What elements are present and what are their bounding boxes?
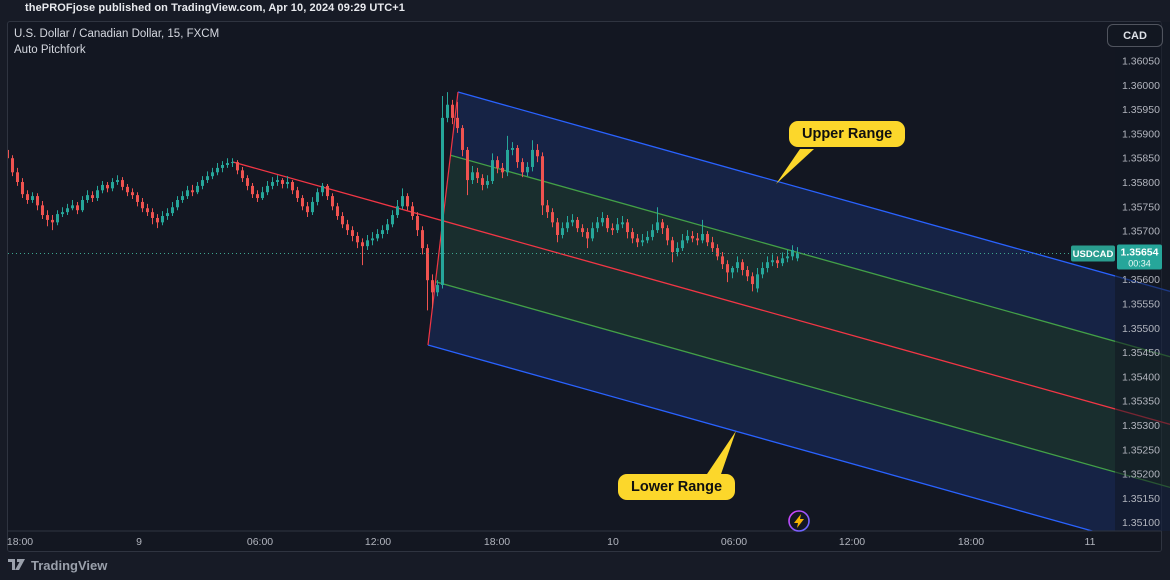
currency-toggle-button[interactable]: CAD — [1107, 24, 1163, 47]
time-tick-label: 06:00 — [247, 536, 273, 548]
time-tick-label: 9 — [136, 536, 142, 548]
countdown-text: 00:34 — [1128, 258, 1151, 268]
time-tick-label: 12:00 — [839, 536, 865, 548]
lightning-marker[interactable] — [788, 510, 810, 532]
chart-legend: U.S. Dollar / Canadian Dollar, 15, FXCM … — [14, 26, 219, 58]
last-price-text: 1.35654 — [1121, 246, 1159, 258]
publish-bar: thePROFjose published on TradingView.com… — [0, 0, 1170, 20]
price-tick-label: 1.35200 — [1122, 469, 1160, 481]
lightning-bolt-icon — [794, 514, 804, 528]
plot-area[interactable] — [1, 91, 1170, 553]
time-tick-label: 10 — [607, 536, 619, 548]
lower-range-callout[interactable]: Lower Range — [618, 474, 736, 500]
pitchfork-upper-median-line[interactable] — [450, 154, 1170, 358]
time-tick-label: 18:00 — [7, 536, 33, 548]
price-tick-label: 1.35400 — [1122, 371, 1160, 383]
price-tick-label: 1.36050 — [1122, 56, 1160, 68]
legend-symbol: U.S. Dollar / Canadian Dollar, 15, FXCM — [14, 28, 220, 40]
price-tick-label: 1.35300 — [1122, 420, 1160, 432]
pitchfork-fill — [428, 281, 1170, 531]
callout-tail — [776, 149, 814, 184]
price-tick-label: 1.35450 — [1122, 347, 1160, 359]
time-tick-label: 11 — [1085, 536, 1096, 548]
price-tick-label: 1.35950 — [1122, 104, 1160, 116]
time-tick-label: 12:00 — [365, 536, 391, 548]
time-tick-label: 06:00 — [721, 536, 747, 548]
price-tick-label: 1.35350 — [1122, 396, 1160, 408]
price-tick-label: 1.35100 — [1122, 517, 1160, 529]
pitchfork-lower-line[interactable] — [427, 344, 1170, 553]
footer-bar: TradingView — [0, 552, 1170, 580]
price-tick-label: 1.35250 — [1122, 444, 1160, 456]
price-axis[interactable] — [1115, 22, 1170, 531]
price-tick-label: 1.36000 — [1122, 80, 1160, 92]
callout-tail — [705, 431, 736, 477]
time-tick-label: 18:00 — [484, 536, 510, 548]
price-tick-label: 1.35850 — [1122, 153, 1160, 165]
price-tick-label: 1.35700 — [1122, 226, 1160, 238]
price-tick-label: 1.35750 — [1122, 201, 1160, 213]
price-tick-label: 1.35550 — [1122, 299, 1160, 311]
price-tick-label: 1.35500 — [1122, 323, 1160, 335]
time-axis[interactable] — [8, 532, 1161, 551]
price-tick-label: 1.35900 — [1122, 128, 1160, 140]
pitchfork-median-line[interactable] — [232, 161, 1170, 425]
symbol-badge-text: USDCAD — [1073, 249, 1114, 260]
tradingview-logo-text: TradingView — [31, 558, 108, 573]
legend-indicator[interactable]: Auto Pitchfork — [14, 44, 86, 56]
pitchfork-upper-line[interactable] — [457, 91, 1170, 292]
price-tick-label: 1.35800 — [1122, 177, 1160, 189]
tradingview-logo[interactable]: TradingView — [8, 558, 107, 573]
price-tick-label: 1.35150 — [1122, 493, 1160, 505]
time-tick-label: 18:00 — [958, 536, 984, 548]
pitchfork-lower-median-line[interactable] — [435, 281, 1170, 489]
tradingview-logo-icon — [8, 558, 25, 570]
pitchfork-fill — [450, 92, 1170, 357]
price-tick-label: 1.35600 — [1122, 274, 1160, 286]
upper-range-callout[interactable]: Upper Range — [789, 121, 906, 147]
publish-text: thePROFjose published on TradingView.com… — [25, 2, 405, 14]
